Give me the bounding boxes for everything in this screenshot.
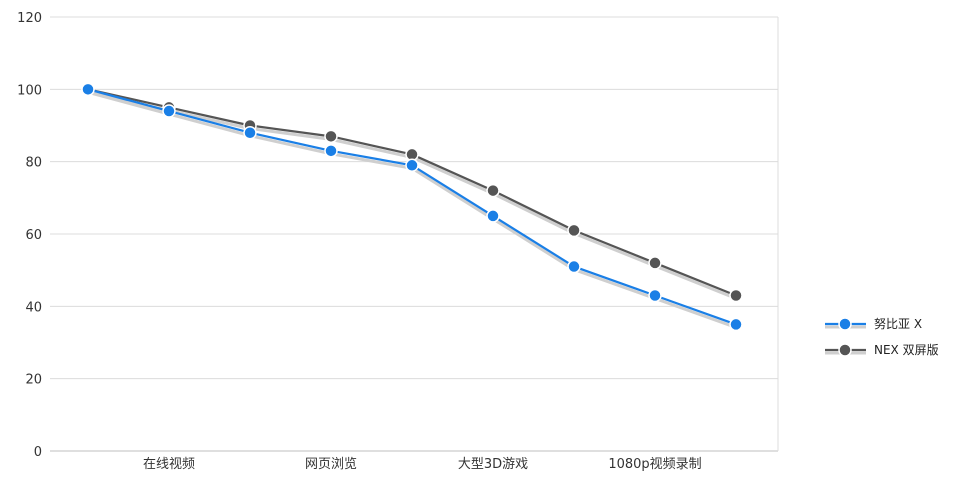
legend-label: NEX 双屏版	[874, 343, 939, 357]
data-point	[486, 183, 500, 198]
x-tick-label: 1080p视频录制	[608, 457, 701, 472]
data-point	[729, 288, 743, 303]
series-nubia-x	[81, 82, 743, 332]
data-point	[81, 82, 95, 97]
data-point	[324, 129, 338, 144]
series-lines	[81, 82, 743, 332]
y-tick-label: 120	[17, 11, 42, 26]
y-tick-label: 60	[25, 228, 42, 243]
legend-item: NEX 双屏版	[825, 343, 939, 357]
y-tick-label: 80	[25, 156, 42, 171]
legend-marker	[838, 343, 852, 357]
y-tick-label: 20	[25, 373, 42, 388]
y-tick-label: 100	[17, 83, 42, 98]
x-tick-label: 网页浏览	[305, 456, 357, 472]
legend-label: 努比亚 X	[874, 316, 922, 331]
data-point	[486, 209, 500, 223]
legend: 努比亚 X NEX 双屏版	[825, 316, 939, 357]
data-point	[324, 144, 338, 158]
series-shadow	[87, 90, 737, 329]
x-tick-label: 大型3D游戏	[458, 457, 528, 472]
data-point	[729, 317, 743, 332]
x-tick-label: 在线视频	[143, 457, 195, 472]
data-point	[648, 256, 662, 270]
data-point	[648, 288, 662, 303]
legend-marker	[838, 317, 852, 331]
data-point	[567, 223, 581, 238]
data-point	[243, 125, 257, 140]
data-point	[162, 104, 176, 118]
series-shadow	[87, 90, 737, 300]
series-line	[87, 88, 737, 297]
series-line	[87, 88, 737, 326]
legend-item: 努比亚 X	[825, 316, 922, 331]
y-tick-label: 0	[34, 445, 42, 460]
y-tick-label: 40	[25, 300, 42, 315]
grid-lines	[50, 16, 778, 380]
x-tick-labels: 在线视频 网页浏览 大型3D游戏 1080p视频录制	[143, 456, 702, 472]
y-tick-labels: 0 20 40 60 80 100 120	[17, 11, 42, 460]
data-point	[567, 259, 581, 274]
axes	[50, 17, 779, 452]
data-point	[405, 158, 419, 173]
